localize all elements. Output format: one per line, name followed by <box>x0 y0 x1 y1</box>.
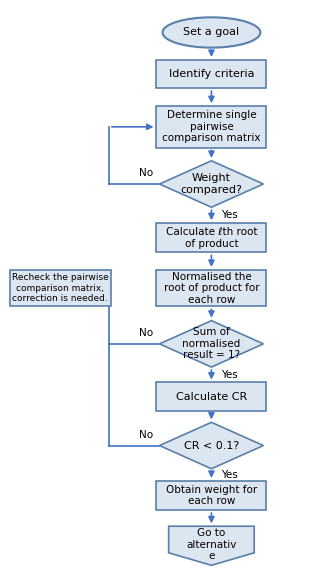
Text: Determine single
pairwise
comparison matrix: Determine single pairwise comparison mat… <box>162 110 261 143</box>
Polygon shape <box>159 422 264 469</box>
FancyBboxPatch shape <box>156 60 266 88</box>
Polygon shape <box>159 320 264 367</box>
Text: No: No <box>139 430 153 440</box>
Text: No: No <box>139 168 153 178</box>
Text: Recheck the pairwise
comparison matrix,
correction is needed.: Recheck the pairwise comparison matrix, … <box>12 273 109 303</box>
Text: Weight
compared?: Weight compared? <box>181 173 242 195</box>
Text: Set a goal: Set a goal <box>183 28 239 38</box>
FancyBboxPatch shape <box>156 382 266 411</box>
Text: Sum of
normalised
result = 1?: Sum of normalised result = 1? <box>182 328 241 360</box>
Text: Go to
alternativ
e: Go to alternativ e <box>186 528 237 561</box>
Text: Yes: Yes <box>221 470 237 480</box>
FancyBboxPatch shape <box>156 223 266 252</box>
Text: Calculate ℓth root
of product: Calculate ℓth root of product <box>166 227 257 249</box>
Text: Yes: Yes <box>221 370 237 380</box>
Polygon shape <box>159 161 264 207</box>
FancyBboxPatch shape <box>156 106 266 148</box>
Text: Calculate CR: Calculate CR <box>176 392 247 402</box>
Text: Obtain weight for
each row: Obtain weight for each row <box>166 485 257 506</box>
Text: Identify criteria: Identify criteria <box>169 69 254 79</box>
FancyBboxPatch shape <box>10 270 110 306</box>
FancyBboxPatch shape <box>156 270 266 306</box>
Text: No: No <box>139 328 153 338</box>
Polygon shape <box>169 526 254 565</box>
Text: Normalised the
root of product for
each row: Normalised the root of product for each … <box>164 272 259 305</box>
Text: CR < 0.1?: CR < 0.1? <box>184 440 239 450</box>
FancyBboxPatch shape <box>156 481 266 510</box>
Text: Yes: Yes <box>221 210 237 220</box>
Ellipse shape <box>162 17 260 48</box>
